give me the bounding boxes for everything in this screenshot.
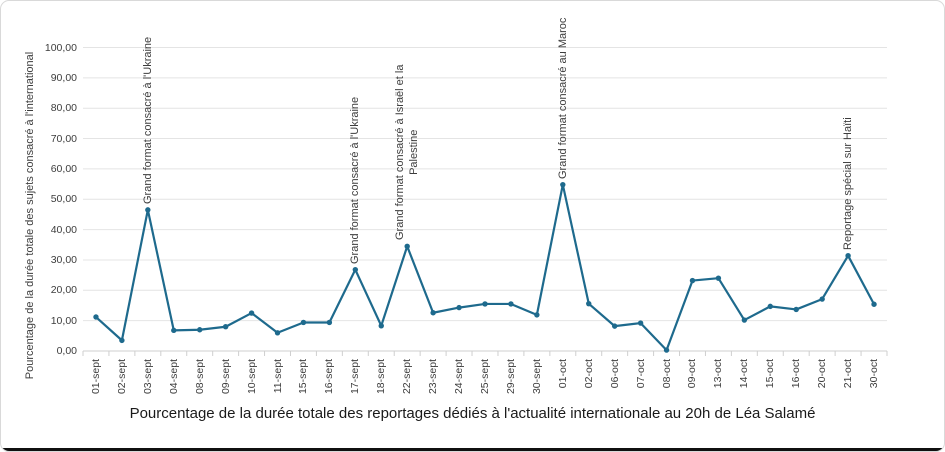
chart-title: Pourcentage de la durée totale des repor…	[129, 405, 816, 422]
x-axis-tick-label: 15-oct	[764, 359, 777, 389]
x-axis-tick-label: 09-oct	[686, 359, 699, 389]
x-axis-tick-label: 10-sept	[245, 359, 258, 395]
data-point-marker	[767, 303, 773, 310]
data-point-marker	[508, 301, 514, 307]
data-point-marker	[171, 327, 177, 334]
data-point-marker	[430, 310, 436, 316]
x-axis-tick-label: 30-oct	[868, 359, 881, 389]
data-point-marker	[326, 319, 333, 326]
annotation-line: Grand format consacré à l'Ukraine	[349, 96, 362, 264]
y-axis-tick-label: 90,00	[50, 71, 77, 84]
data-point-marker	[274, 330, 281, 336]
x-axis-tick-label: 01-oct	[556, 359, 569, 389]
data-point-marker	[378, 323, 384, 329]
y-axis-tick-label: 70,00	[50, 132, 77, 145]
data-series-line	[94, 183, 876, 352]
bottom-edge-bar	[1, 448, 944, 451]
data-point-marker	[845, 253, 851, 259]
x-axis-tick-label: 22-sept	[401, 359, 414, 395]
x-axis-tick-label: 18-sept	[375, 359, 388, 395]
x-axis-tick-label: 14-oct	[738, 359, 751, 389]
event-annotation: Grand format consacré à l'Ukraine	[348, 96, 362, 263]
x-axis-tick-label: 21-oct	[842, 359, 855, 389]
data-point-marker	[637, 320, 644, 326]
data-point-marker	[93, 314, 99, 320]
x-axis-tick-label: 20-oct	[816, 359, 829, 389]
data-point-marker	[689, 277, 696, 284]
data-point-marker	[741, 317, 748, 323]
x-axis-tick-label: 04-sept	[167, 359, 180, 395]
y-axis-tick-label: 50,00	[50, 193, 77, 206]
x-axis-tick-label: 09-sept	[219, 359, 232, 395]
x-axis-tick-label: 01-sept	[89, 359, 102, 395]
y-axis-tick-label: 40,00	[50, 223, 77, 236]
data-point-marker	[222, 324, 229, 330]
x-axis-tick-label: 08-oct	[660, 359, 673, 389]
y-axis-tick-label: 0,00	[56, 345, 77, 357]
data-point-marker	[352, 266, 359, 273]
x-axis-tick-label: 06-oct	[608, 359, 621, 389]
data-point-marker	[586, 300, 592, 307]
data-point-marker	[534, 312, 540, 318]
x-axis-tick-label: 07-oct	[634, 359, 647, 389]
x-axis-tick-label: 30-sept	[530, 359, 543, 395]
x-axis-tick-label: 29-sept	[504, 359, 517, 395]
x-axis-tick-label: 02-sept	[115, 359, 128, 395]
x-axis-tick-label: 16-sept	[323, 359, 336, 395]
x-axis-tick-label: 03-sept	[141, 359, 154, 395]
annotation-line: Reportage spécial sur Haïti	[842, 117, 855, 250]
data-point-marker	[119, 337, 125, 344]
y-axis-tick-label: 80,00	[50, 102, 77, 115]
x-axis-tick-label: 02-oct	[582, 359, 595, 389]
event-annotation: Grand format consacré au Maroc	[556, 17, 570, 178]
data-point-marker	[300, 319, 307, 326]
data-point-marker	[560, 181, 566, 188]
data-point-marker	[456, 304, 462, 311]
x-axis-tick-label: 13-oct	[712, 359, 725, 389]
data-point-marker	[482, 301, 488, 307]
data-point-marker	[197, 327, 203, 333]
data-point-marker	[404, 243, 410, 249]
data-point-marker	[611, 323, 618, 329]
x-axis-tick-label: 16-oct	[790, 359, 803, 389]
annotation-line: Grand format consacré au Maroc	[556, 17, 569, 179]
data-point-marker	[793, 306, 799, 313]
y-axis-tick-label: 30,00	[50, 253, 77, 266]
annotation-line: Grand format consacré à l'Ukraine	[141, 36, 154, 204]
x-axis-tick-label: 25-sept	[479, 359, 491, 395]
data-point-marker	[145, 207, 151, 213]
x-axis-tick-label: 08-sept	[193, 359, 206, 395]
y-axis-tick-label: 10,00	[50, 314, 77, 327]
x-axis-tick-label: 17-sept	[349, 359, 362, 395]
y-axis-tick-label: 100,00	[44, 41, 77, 54]
data-point-marker	[819, 296, 825, 302]
x-axis-tick-label: 11-sept	[271, 359, 284, 394]
annotation-line: Palestine	[408, 129, 421, 176]
x-axis-tick-label: 24-sept	[453, 359, 466, 395]
x-axis-tick-label: 15-sept	[297, 359, 310, 395]
x-axis-tick-label: 23-sept	[427, 359, 440, 395]
y-axis-tick-label: 60,00	[50, 162, 77, 175]
event-annotation: Reportage spécial sur Haïti	[841, 117, 855, 250]
event-annotation: Grand format consacré à Israël et la Pale…	[393, 65, 421, 240]
annotation-line: Grand format consacré à Israël et la	[394, 64, 407, 241]
data-point-marker	[248, 310, 255, 316]
event-annotation: Grand format consacré à l'Ukraine	[141, 37, 155, 204]
data-point-marker	[663, 347, 670, 353]
y-axis-tick-label: 20,00	[50, 284, 77, 297]
data-point-marker	[715, 275, 722, 281]
data-point-marker	[871, 301, 877, 307]
